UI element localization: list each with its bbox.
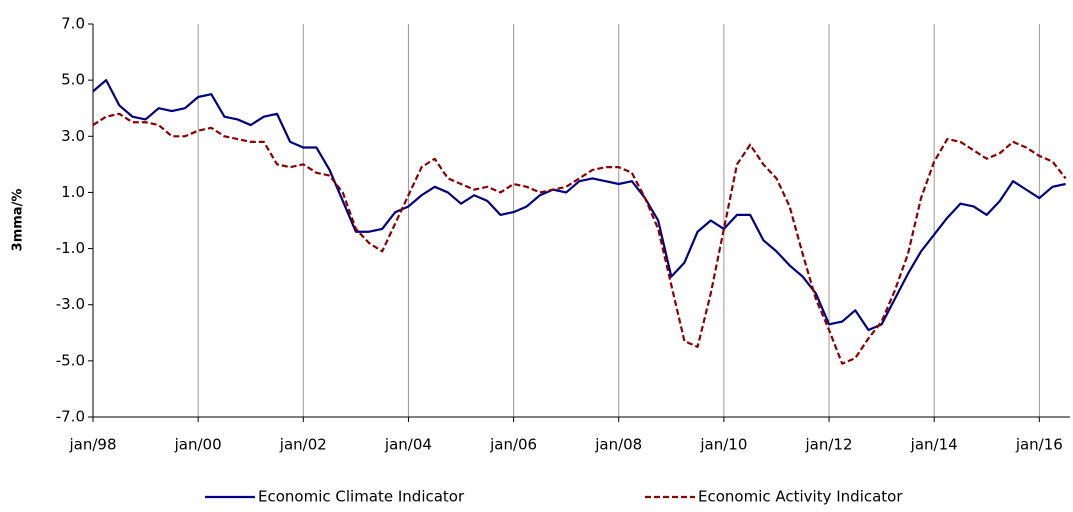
- x-tick-label: jan/02: [279, 436, 327, 454]
- y-tick-label: -1.0: [56, 239, 85, 257]
- y-tick-label: -7.0: [56, 408, 85, 426]
- x-tick-label: jan/98: [68, 436, 116, 454]
- y-tick-label: 3.0: [61, 127, 85, 145]
- legend-label: Economic Activity Indicator: [698, 488, 903, 506]
- y-axis-label: 3mma/%: [11, 189, 26, 252]
- legend-label: Economic Climate Indicator: [258, 488, 465, 506]
- x-tick-label: jan/14: [910, 436, 958, 454]
- y-tick-label: 1.0: [61, 183, 85, 201]
- x-tick-label: jan/16: [1015, 436, 1063, 454]
- series-line: [92, 112, 1067, 365]
- x-tick-label: jan/04: [384, 436, 432, 454]
- y-tick-label: 7.0: [61, 15, 85, 33]
- x-tick-label: jan/00: [174, 436, 222, 454]
- x-tick-label: jan/10: [699, 436, 747, 454]
- y-tick-label: 5.0: [61, 71, 85, 89]
- x-tick-label: jan/08: [594, 436, 642, 454]
- x-tick-label: jan/12: [805, 436, 853, 454]
- series-line: [92, 79, 1066, 332]
- x-tick-label: jan/06: [489, 436, 537, 454]
- y-tick-label: -5.0: [56, 351, 85, 369]
- y-tick-label: -3.0: [56, 295, 85, 313]
